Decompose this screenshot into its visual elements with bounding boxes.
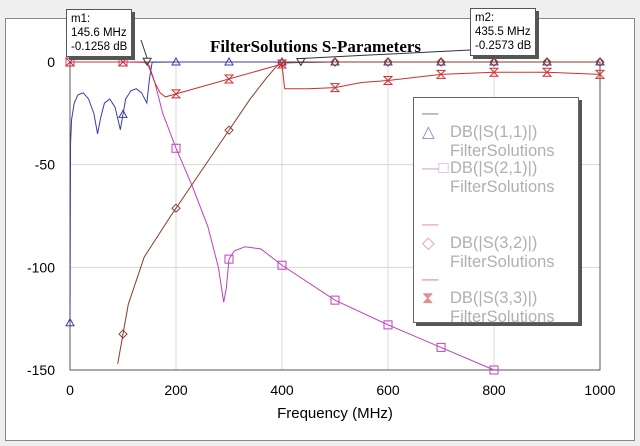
- x-tick-label: 200: [164, 382, 188, 398]
- data-point-marker: [171, 56, 181, 66]
- marker-m1[interactable]: m1: 145.6 MHz -0.1258 dB: [66, 9, 133, 57]
- data-point-marker: [277, 260, 287, 270]
- data-point-marker: [435, 69, 447, 79]
- marker-m2[interactable]: m2: 435.5 MHz -0.2573 dB: [470, 8, 537, 56]
- x-tick-label: 600: [376, 382, 400, 398]
- data-point-marker: [329, 83, 341, 93]
- data-point-marker: [171, 143, 181, 153]
- x-axis-label: Frequency (MHz): [277, 405, 393, 422]
- legend-item-s33: —⧗ DB(|S(3,3)|) FilterSolutions: [422, 270, 555, 327]
- series-line-2: [117, 61, 600, 364]
- x-tick-label: 400: [270, 382, 294, 398]
- hourglass-marker-icon: —⧗: [422, 270, 439, 307]
- data-point-marker: [224, 125, 234, 135]
- x-tick-label: 1000: [584, 382, 615, 398]
- data-point-marker: [171, 203, 181, 213]
- data-point-marker: [118, 329, 128, 339]
- legend-item-s32: —◇ DB(|S(3,2)|) FilterSolutions: [422, 215, 555, 272]
- legend-item-s11: —△ DB(|S(1,1)|) FilterSolutions: [422, 104, 555, 161]
- data-point-marker: [382, 75, 394, 85]
- data-point-marker: [330, 56, 340, 66]
- data-point-marker: [117, 57, 129, 67]
- y-tick-label: -150: [27, 362, 55, 378]
- data-point-marker: [383, 57, 393, 67]
- series-line-3: [70, 61, 601, 98]
- data-point-marker: [594, 69, 606, 79]
- legend-item-s21: —□DB(|S(2,1)|) FilterSolutions: [422, 159, 555, 197]
- data-point-marker: [276, 59, 288, 69]
- data-point-marker: [488, 67, 500, 77]
- data-point-marker: [224, 56, 234, 66]
- data-point-marker: [595, 57, 605, 67]
- marker-m1-value: -0.1258 dB: [71, 41, 128, 53]
- y-tick-label: -100: [27, 259, 55, 275]
- data-point-marker: [489, 57, 499, 67]
- series-line-1: [70, 61, 495, 371]
- data-point-marker: [170, 89, 182, 99]
- data-point-marker: [541, 67, 553, 77]
- marker-m2-label: m2:: [475, 12, 495, 24]
- data-point-marker: [383, 320, 393, 330]
- data-point-marker: [542, 57, 552, 67]
- data-point-marker: [118, 109, 128, 118]
- x-tick-label: 0: [66, 382, 74, 398]
- legend-sublabel: FilterSolutions: [450, 178, 555, 196]
- data-point-marker: [223, 74, 235, 84]
- legend-sublabel: FilterSolutions: [450, 308, 555, 326]
- legend[interactable]: —△ DB(|S(1,1)|) FilterSolutions —□DB(|S(2,…: [413, 97, 579, 326]
- data-point-marker: [330, 295, 340, 305]
- data-point-marker: [224, 254, 234, 264]
- triangle-marker-icon: —△: [422, 104, 439, 141]
- diamond-marker-icon: —◇: [422, 215, 439, 252]
- marker-m2-freq: 435.5 MHz: [475, 26, 531, 38]
- data-point-marker: [436, 57, 446, 67]
- marker-leader-line: [300, 49, 471, 60]
- data-point-marker: [489, 365, 499, 375]
- data-point-marker: [436, 342, 446, 352]
- legend-label: DB(|S(1,1)|): [450, 123, 538, 141]
- data-point-marker: [64, 57, 76, 67]
- square-marker-icon: —□: [422, 159, 449, 177]
- y-tick-label: 0: [47, 54, 55, 70]
- y-tick-label: -50: [35, 157, 55, 173]
- data-point-marker: [65, 317, 75, 327]
- data-point-marker: [330, 57, 340, 67]
- marker-m2-value: -0.2573 dB: [475, 40, 532, 52]
- legend-sublabel: FilterSolutions: [450, 253, 555, 271]
- marker-leader-line: [140, 39, 148, 59]
- legend-label: DB(|S(3,3)|): [450, 289, 538, 307]
- legend-sublabel: FilterSolutions: [450, 142, 555, 160]
- marker-m1-label: m1:: [71, 13, 91, 25]
- marker-m1-freq: 145.6 MHz: [71, 27, 127, 39]
- x-tick-label: 800: [482, 382, 506, 398]
- chart-title: FilterSolutions S-Parameters: [210, 37, 421, 56]
- legend-label: DB(|S(3,2)|): [450, 234, 538, 252]
- legend-label: DB(|S(2,1)|): [450, 159, 538, 177]
